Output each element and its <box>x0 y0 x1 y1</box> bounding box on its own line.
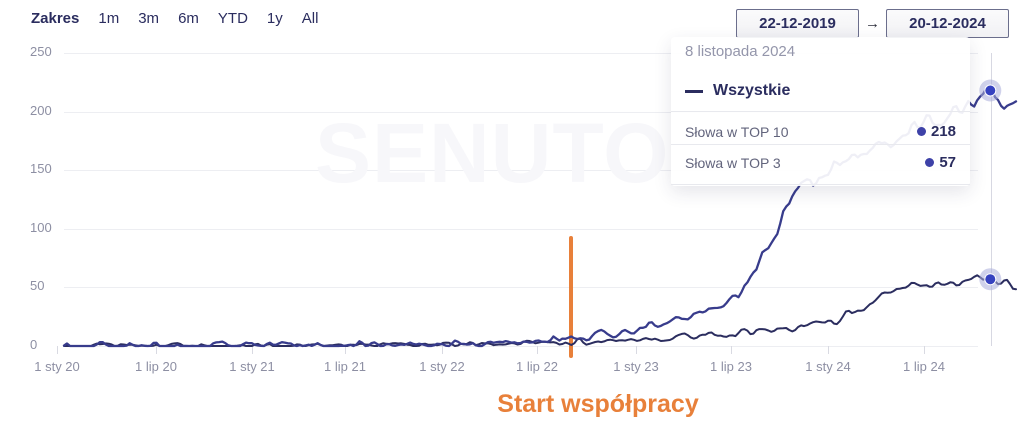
svg-text:SENUTO: SENUTO <box>315 106 670 200</box>
